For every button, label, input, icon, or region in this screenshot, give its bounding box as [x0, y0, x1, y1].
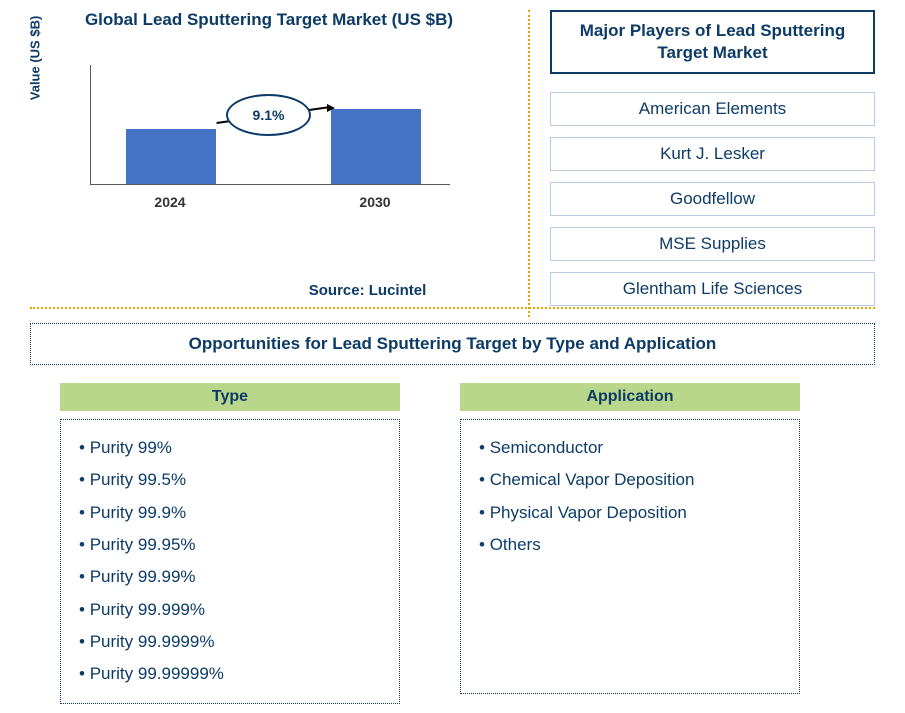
list-item: Purity 99.99%: [79, 561, 381, 593]
type-header: Type: [60, 383, 400, 411]
growth-arrow-head-icon: [327, 104, 335, 112]
list-item: Semiconductor: [479, 432, 781, 464]
chart-title: Global Lead Sputtering Target Market (US…: [30, 10, 508, 30]
players-section: Major Players of Lead Sputtering Target …: [530, 10, 875, 317]
list-item: Chemical Vapor Deposition: [479, 464, 781, 496]
top-row: Global Lead Sputtering Target Market (US…: [30, 10, 875, 317]
opportunities-columns: Type Purity 99% Purity 99.5% Purity 99.9…: [30, 383, 875, 703]
application-list: Semiconductor Chemical Vapor Deposition …: [460, 419, 800, 694]
list-item: Purity 99.9999%: [79, 626, 381, 658]
list-item: Physical Vapor Deposition: [479, 497, 781, 529]
bar-2030: [331, 109, 421, 184]
type-list: Purity 99% Purity 99.5% Purity 99.9% Pur…: [60, 419, 400, 703]
chart-section: Global Lead Sputtering Target Market (US…: [30, 10, 530, 317]
list-item: Purity 99.95%: [79, 529, 381, 561]
bar-chart: Value (US $B) 9.1% 2024 2030: [90, 60, 468, 210]
growth-rate-badge: 9.1%: [226, 94, 311, 136]
chart-axes: 9.1%: [90, 65, 450, 185]
growth-rate-value: 9.1%: [253, 107, 285, 123]
bar-2024: [126, 129, 216, 184]
players-title: Major Players of Lead Sputtering Target …: [550, 10, 875, 74]
list-item: Purity 99%: [79, 432, 381, 464]
xlabel-2030: 2030: [330, 194, 420, 210]
application-header: Application: [460, 383, 800, 411]
application-column: Application Semiconductor Chemical Vapor…: [460, 383, 800, 703]
opportunities-title: Opportunities for Lead Sputtering Target…: [30, 323, 875, 365]
player-item: Kurt J. Lesker: [550, 137, 875, 171]
chart-ylabel: Value (US $B): [28, 16, 43, 101]
player-item: Goodfellow: [550, 182, 875, 216]
player-item: American Elements: [550, 92, 875, 126]
type-column: Type Purity 99% Purity 99.5% Purity 99.9…: [60, 383, 400, 703]
list-item: Purity 99.999%: [79, 594, 381, 626]
list-item: Purity 99.9%: [79, 497, 381, 529]
list-item: Purity 99.5%: [79, 464, 381, 496]
list-item: Others: [479, 529, 781, 561]
player-item: MSE Supplies: [550, 227, 875, 261]
xlabel-2024: 2024: [125, 194, 215, 210]
list-item: Purity 99.99999%: [79, 658, 381, 690]
player-item: Glentham Life Sciences: [550, 272, 875, 306]
